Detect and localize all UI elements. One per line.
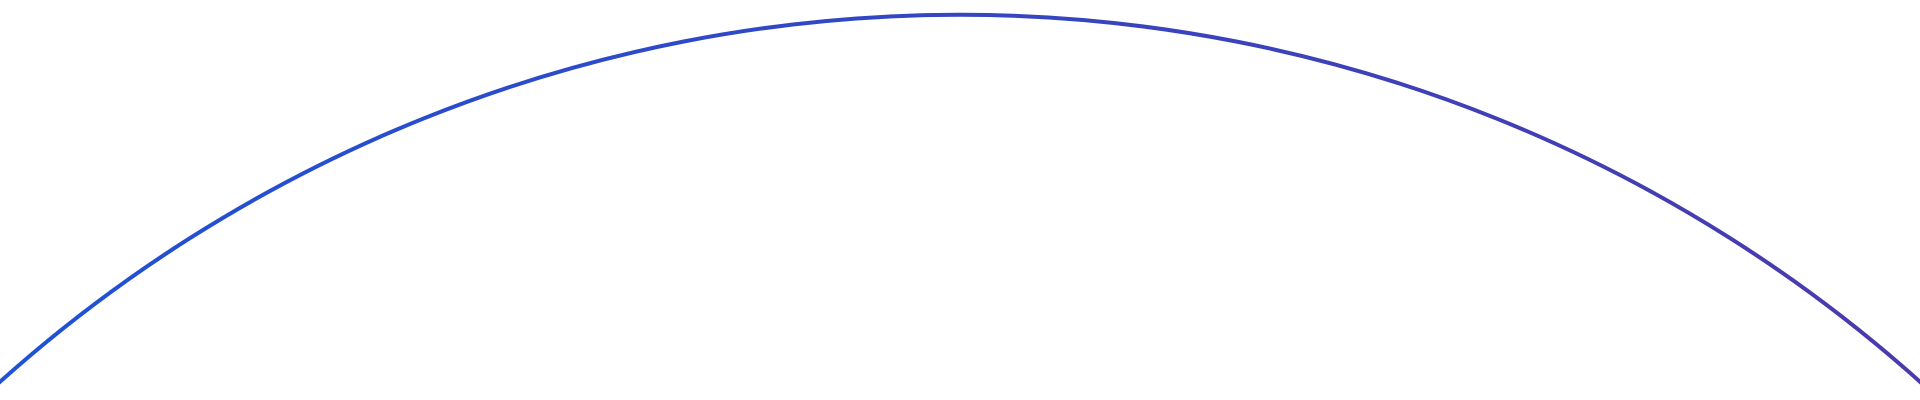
arc-decoration: [0, 12, 1920, 385]
